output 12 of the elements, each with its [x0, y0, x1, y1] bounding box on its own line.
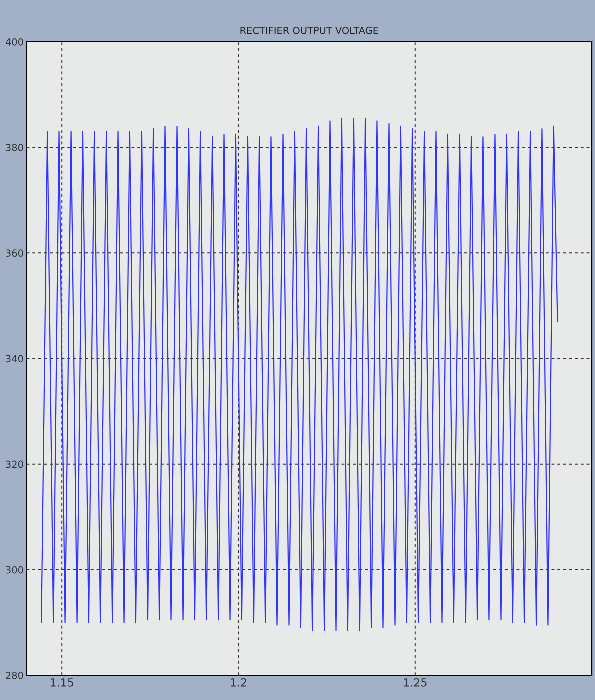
y-tick-label: 400	[6, 38, 24, 46]
y-tick-label: 320	[6, 460, 24, 468]
x-tick-label: 1.25	[404, 678, 427, 687]
line-series	[41, 118, 558, 632]
y-tick-label: 360	[6, 250, 24, 257]
y-tick-label: 340	[6, 355, 24, 363]
y-tick-label: 380	[6, 144, 24, 152]
y-tick-label: 300	[6, 566, 24, 574]
y-tick-label: 280	[6, 672, 24, 680]
x-tick-label: 1.2	[231, 678, 246, 687]
chart-title: RECTIFIER OUTPUT VOLTAGE	[240, 26, 378, 34]
x-tick-label: 1.15	[50, 678, 74, 687]
